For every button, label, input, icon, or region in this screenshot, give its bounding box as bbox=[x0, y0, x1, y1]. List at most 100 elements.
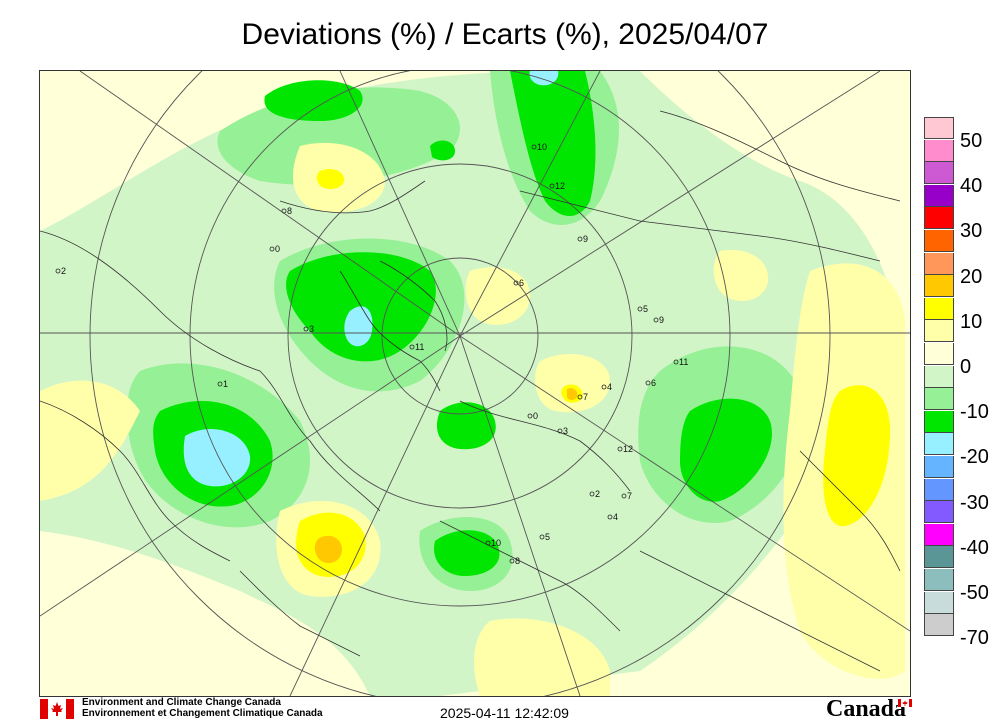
deviation-band-neg30 bbox=[434, 530, 500, 576]
deviation-band-neg30 bbox=[680, 398, 772, 502]
map-title: Deviations (%) / Ecarts (%), 2025/04/07 bbox=[241, 18, 769, 51]
deviation-map: 0 2 10 8 12 9 6 11 7 5 3 1 4 12 10 8 6 0 4 9 11 2 7 5 3 bbox=[39, 70, 911, 697]
station-label: 11 bbox=[415, 342, 424, 352]
legend-label: -20 bbox=[960, 446, 989, 469]
legend-swatch bbox=[924, 297, 954, 320]
station-label: 8 bbox=[287, 206, 292, 216]
deviation-band-neg30 bbox=[510, 71, 596, 216]
station-marker bbox=[645, 380, 651, 386]
legend-swatch bbox=[924, 569, 954, 591]
station-marker bbox=[539, 534, 545, 540]
station-marker bbox=[527, 413, 533, 419]
station-marker bbox=[281, 208, 287, 214]
deviation-band-pos10 bbox=[713, 250, 769, 301]
station-label: 2 bbox=[595, 489, 600, 499]
station-marker bbox=[617, 446, 623, 452]
legend-label: 10 bbox=[960, 310, 983, 333]
station-label: 0 bbox=[275, 244, 280, 254]
legend-swatch bbox=[924, 591, 954, 614]
deviation-band-neg30 bbox=[436, 402, 496, 450]
deviation-band-pos30 bbox=[314, 535, 343, 563]
legend-label: -70 bbox=[960, 627, 989, 650]
station-marker bbox=[509, 558, 515, 564]
station-label: 10 bbox=[537, 142, 547, 152]
station-label: 7 bbox=[583, 392, 588, 402]
station-marker bbox=[531, 144, 537, 150]
deviation-band-pos10 bbox=[474, 618, 610, 696]
timestamp: 2025-04-11 12:42:09 bbox=[440, 705, 569, 721]
deviation-band-pos20 bbox=[316, 169, 345, 189]
legend-swatch bbox=[924, 117, 954, 139]
legend-swatch bbox=[924, 230, 954, 252]
legend-swatch bbox=[924, 275, 954, 298]
legend-label: -50 bbox=[960, 582, 989, 604]
deviation-band-neg30 bbox=[430, 140, 455, 161]
coastlines bbox=[40, 110, 901, 672]
station-marker bbox=[513, 280, 519, 286]
polar-grid bbox=[40, 71, 910, 696]
deviation-band-pos30 bbox=[567, 388, 578, 400]
station-label: 0 bbox=[533, 411, 538, 421]
deviation-band-pos10 bbox=[40, 380, 140, 501]
org-name-fr: Environnement et Changement Climatique C… bbox=[82, 708, 323, 719]
legend-label: -40 bbox=[960, 536, 989, 559]
legend-swatch bbox=[924, 184, 954, 207]
station-marker bbox=[577, 236, 583, 242]
legend-swatch bbox=[924, 523, 954, 546]
station-marker bbox=[589, 491, 595, 497]
legend-swatch bbox=[924, 614, 954, 637]
station-marker bbox=[409, 344, 415, 350]
deviation-band-neg40 bbox=[344, 306, 373, 347]
station-label: 8 bbox=[515, 556, 520, 566]
canada-flag-icon bbox=[40, 699, 74, 719]
station-label: 11 bbox=[679, 357, 688, 367]
deviation-band-pos10 bbox=[465, 267, 530, 325]
legend-swatch bbox=[924, 320, 954, 343]
station-label: 7 bbox=[627, 491, 632, 501]
station-label: 4 bbox=[607, 382, 612, 392]
legend-swatch bbox=[924, 207, 954, 230]
canada-wordmark: Canada bbox=[826, 696, 907, 722]
station-label: 9 bbox=[659, 315, 664, 325]
station-label: 2 bbox=[61, 266, 66, 276]
station-marker bbox=[607, 514, 613, 520]
org-name-en: Environment and Climate Change Canada bbox=[82, 697, 281, 708]
station-label: 12 bbox=[623, 444, 633, 454]
station-marker bbox=[621, 493, 627, 499]
legend-label: 0 bbox=[960, 356, 972, 378]
legend-swatch bbox=[924, 410, 954, 433]
station-marker bbox=[269, 246, 275, 252]
station-label: 10 bbox=[491, 538, 501, 548]
station-marker bbox=[653, 317, 659, 323]
legend-swatch bbox=[924, 365, 954, 388]
deviation-band-neg40 bbox=[183, 428, 251, 487]
org-names: Environment and Climate Change Canada En… bbox=[82, 697, 323, 719]
station-label: 6 bbox=[519, 278, 524, 288]
station-label: 6 bbox=[651, 378, 656, 388]
legend-swatch bbox=[924, 501, 954, 524]
legend-swatch bbox=[924, 343, 954, 365]
legend-swatch bbox=[924, 388, 954, 411]
station-marker bbox=[673, 359, 679, 365]
legend-swatch bbox=[924, 139, 954, 162]
station-label: 9 bbox=[583, 234, 588, 244]
station-marker bbox=[55, 268, 61, 274]
legend-swatch bbox=[924, 546, 954, 569]
station-label: 12 bbox=[555, 181, 565, 191]
deviation-band-neg30 bbox=[264, 80, 363, 121]
station-marker bbox=[217, 381, 223, 387]
wordmark-flag-icon bbox=[898, 699, 912, 707]
legend-swatch bbox=[924, 252, 954, 275]
station-label: 5 bbox=[545, 532, 550, 542]
legend-label: 40 bbox=[960, 175, 983, 198]
station-marker bbox=[485, 540, 491, 546]
station-label: 5 bbox=[643, 304, 648, 314]
station-marker bbox=[557, 428, 563, 434]
legend-swatch bbox=[924, 162, 954, 185]
legend-label: 30 bbox=[960, 220, 983, 243]
legend-label: 50 bbox=[960, 130, 983, 152]
station-marker bbox=[303, 326, 309, 332]
deviation-band-neg10 bbox=[40, 71, 901, 696]
